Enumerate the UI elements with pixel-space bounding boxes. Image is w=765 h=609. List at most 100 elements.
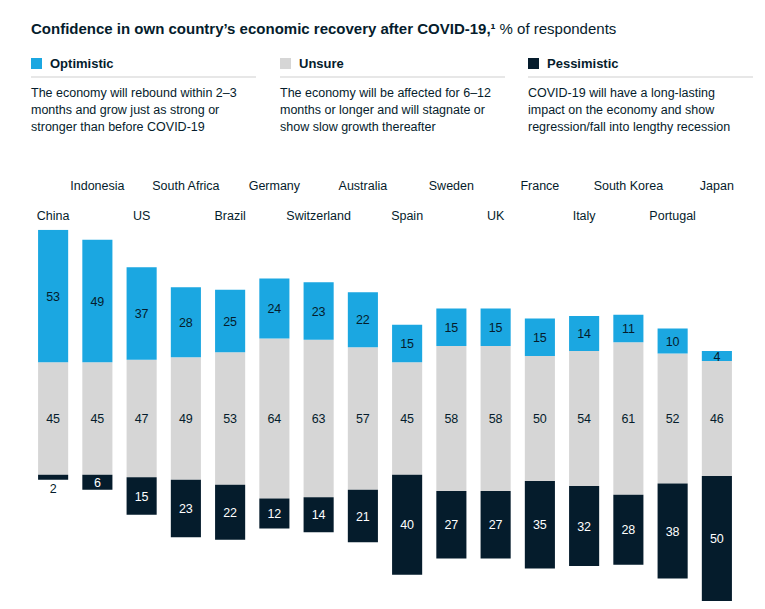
bar-segment	[569, 351, 599, 486]
data-label: 4	[713, 350, 720, 364]
category-label: Germany	[249, 179, 301, 193]
data-label: 53	[223, 412, 237, 426]
bar-segment	[613, 315, 643, 343]
bar-segment	[658, 329, 688, 354]
legend-item: Optimistic The economy will rebound withi…	[31, 56, 256, 134]
data-label: 23	[179, 502, 193, 516]
data-label: 45	[90, 412, 104, 426]
category-label: Brazil	[214, 209, 245, 223]
legend-label: Optimistic	[50, 56, 114, 71]
bar-segment	[171, 357, 201, 480]
legend-item: Unsure The economy will be affected for 6…	[280, 56, 505, 134]
data-label: 50	[533, 412, 547, 426]
legend-rule	[528, 77, 753, 78]
data-label: 32	[577, 520, 591, 534]
legend-description-line: show slow growth thereafter	[280, 120, 436, 134]
data-label: 23	[312, 305, 326, 319]
legend-rule	[280, 77, 505, 78]
bar-segment	[38, 475, 68, 480]
data-label: 57	[356, 412, 370, 426]
bar-segment	[215, 290, 245, 353]
data-label: 22	[356, 313, 370, 327]
data-label: 15	[489, 321, 503, 335]
legend-swatch	[280, 58, 291, 69]
category-label: Indonesia	[70, 179, 124, 193]
legend-description: COVID-19 will have a long-lastingimpact …	[528, 86, 730, 134]
bar-segment	[613, 495, 643, 565]
data-label: 21	[356, 510, 370, 524]
data-label: 15	[444, 321, 458, 335]
data-label: 15	[135, 490, 149, 504]
data-label: 27	[489, 518, 503, 532]
legend-item: Pessimistic COVID-19 will have a long-las…	[528, 56, 753, 134]
category-label: Italy	[573, 209, 597, 223]
bar-segment	[481, 309, 511, 347]
title-line: Confidence in own country’s economic rec…	[31, 20, 616, 37]
bar-segment	[82, 475, 112, 490]
bar-segment	[436, 346, 466, 491]
bar-segment	[658, 484, 688, 579]
category-label: Spain	[391, 209, 423, 223]
data-label: 25	[223, 315, 237, 329]
legend-description-line: The economy will rebound within 2–3	[31, 86, 237, 100]
bar-segment	[171, 480, 201, 538]
bar-segment	[613, 342, 643, 495]
legend-swatch	[31, 58, 42, 69]
category-label: US	[133, 209, 150, 223]
data-label: 37	[135, 307, 149, 321]
data-label: 10	[666, 335, 680, 349]
bar-segment	[392, 325, 422, 363]
bar-segment	[38, 362, 68, 475]
bar-segment	[436, 491, 466, 559]
bar-segment	[392, 475, 422, 575]
legend-description-line: COVID-19 will have a long-lasting	[528, 86, 715, 100]
bar-segment	[259, 499, 289, 529]
category-label: Japan	[700, 179, 734, 193]
legend-label: Unsure	[299, 56, 344, 71]
category-labels: ChinaIndonesiaUSSouth AfricaBrazilGerman…	[37, 179, 734, 223]
data-labels: 4553245496473715492823532522642412632314…	[46, 290, 724, 547]
category-label: Portugal	[649, 209, 696, 223]
data-label: 54	[577, 412, 591, 426]
bar-segment	[525, 356, 555, 481]
data-label: 11	[622, 322, 635, 336]
bar-segment	[348, 347, 378, 490]
legend-swatch	[528, 58, 539, 69]
bar-segment	[215, 485, 245, 540]
data-label: 61	[621, 412, 635, 426]
bar-segment	[436, 309, 466, 347]
data-label: 52	[666, 412, 680, 426]
legend-description-line: regression/fall into lengthy recession	[528, 120, 730, 134]
category-label: South Korea	[594, 179, 664, 193]
data-label: 50	[710, 532, 724, 546]
data-label: 2	[50, 482, 57, 496]
category-label: UK	[487, 209, 505, 223]
data-label: 24	[267, 302, 281, 316]
bar-segment	[82, 240, 112, 363]
category-label: Sweden	[429, 179, 474, 193]
bar-segment	[525, 481, 555, 569]
data-label: 40	[400, 518, 414, 532]
category-label: France	[520, 179, 559, 193]
bar-segment	[392, 362, 422, 475]
bar-segment	[702, 361, 732, 476]
bars	[38, 230, 732, 601]
legend-label: Pessimistic	[547, 56, 619, 71]
bar-segment	[348, 292, 378, 347]
bar-segment	[304, 282, 334, 340]
bar-segment	[481, 346, 511, 491]
bar-segment	[127, 477, 157, 515]
legend-description-line: The economy will be affected for 6–12	[280, 86, 491, 100]
bar-segment	[171, 287, 201, 357]
data-label: 38	[666, 525, 680, 539]
bar-segment	[658, 354, 688, 484]
bar-segment	[702, 476, 732, 601]
data-label: 6	[94, 476, 101, 490]
data-label: 28	[179, 316, 193, 330]
data-label: 35	[533, 518, 547, 532]
data-label: 58	[444, 412, 458, 426]
category-label: Switzerland	[286, 209, 351, 223]
category-label: Australia	[339, 179, 388, 193]
legend-description: The economy will rebound within 2–3month…	[31, 86, 237, 134]
data-label: 45	[400, 412, 414, 426]
